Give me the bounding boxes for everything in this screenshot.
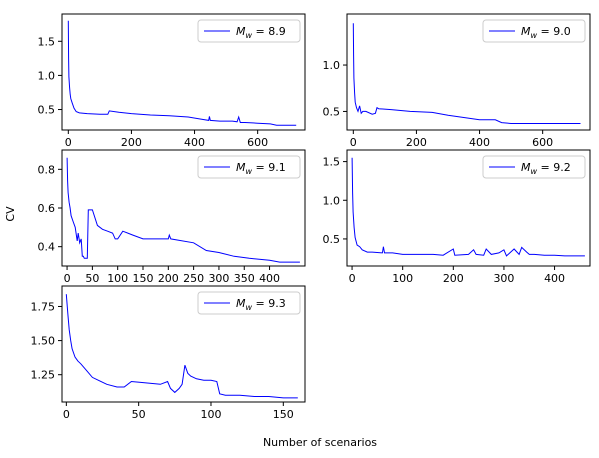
plot-frame [346,149,591,267]
x-tick-label: 50 [132,408,146,421]
panel-3: 0 50 100 150 200 250 300 350 400 0.4 0.6 0.8 Mw = 9.… [38,149,306,285]
x-tick-label: 50 [85,272,99,285]
series-line [65,294,298,399]
legend-box [482,155,586,179]
legend-box [197,155,301,179]
y-tick-label: 1.5 [38,35,56,48]
y-tick-label: 0.8 [38,163,56,176]
x-tick-label: 600 [532,136,553,149]
y-axis-title: CV [4,206,17,222]
legend-box [482,19,586,43]
y-tick-label: 0.5 [323,105,341,118]
plot-frame [346,13,591,131]
x-tick-label: 0 [63,408,70,421]
x-tick-label: 600 [247,136,268,149]
series-line [66,157,300,263]
x-tick-label: 200 [406,136,427,149]
x-tick-label: 0 [349,272,356,285]
x-tick-label: 400 [184,136,205,149]
y-tick-label: 1.25 [31,369,56,382]
plot-frame [61,285,306,403]
x-tick-label: 150 [133,272,154,285]
x-tick-label: 200 [158,272,179,285]
x-tick-label: 300 [208,272,229,285]
legend-label: Mw = 9.2 [521,161,571,176]
y-tick-label: 0.5 [323,233,341,246]
y-tick-label: 1.5 [323,156,341,169]
panel-5: 0 50 100 150 1.25 1.50 1.75 Mw = 9.3 [31,285,306,421]
series-line [67,20,297,126]
x-tick-label: 0 [350,136,357,149]
x-tick-label: 0 [65,136,72,149]
x-axis-title: Number of scenarios [263,436,377,449]
y-tick-label: 1.0 [38,69,56,82]
x-tick-label: 200 [121,136,142,149]
x-tick-label: 400 [469,136,490,149]
y-tick-label: 1.50 [31,335,56,348]
plot-frame [61,13,306,131]
panel-2: 0 200 400 600 0.5 1.0 Mw = 9.0 [323,13,591,149]
y-tick-label: 1.0 [323,59,341,72]
panel-1: 0 200 400 600 0.5 1.0 1.5 Mw = 8.9 [38,13,306,149]
legend-label: Mw = 9.3 [236,297,286,312]
x-tick-label: 400 [259,272,280,285]
x-tick-label: 250 [183,272,204,285]
x-tick-label: 400 [544,272,565,285]
x-tick-label: 0 [64,272,71,285]
x-tick-label: 200 [443,272,464,285]
series-line [351,157,585,257]
legend-label: Mw = 9.0 [521,25,571,40]
x-tick-label: 100 [200,408,221,421]
panel-4: 0 100 200 300 400 0.5 1.0 1.5 Mw = 9.2 [323,149,591,285]
legend-label: Mw = 8.9 [236,25,286,40]
legend-box [197,291,301,315]
y-tick-label: 0.6 [38,202,56,215]
legend-label: Mw = 9.1 [236,161,286,176]
y-tick-label: 1.75 [31,300,56,313]
y-tick-label: 1.0 [323,194,341,207]
y-tick-label: 0.4 [38,241,56,254]
x-tick-label: 300 [493,272,514,285]
series-line [352,23,581,124]
x-tick-label: 100 [107,272,128,285]
x-tick-label: 150 [273,408,294,421]
x-tick-label: 350 [234,272,255,285]
legend-box [197,19,301,43]
y-tick-label: 0.5 [38,104,56,117]
x-tick-label: 100 [392,272,413,285]
